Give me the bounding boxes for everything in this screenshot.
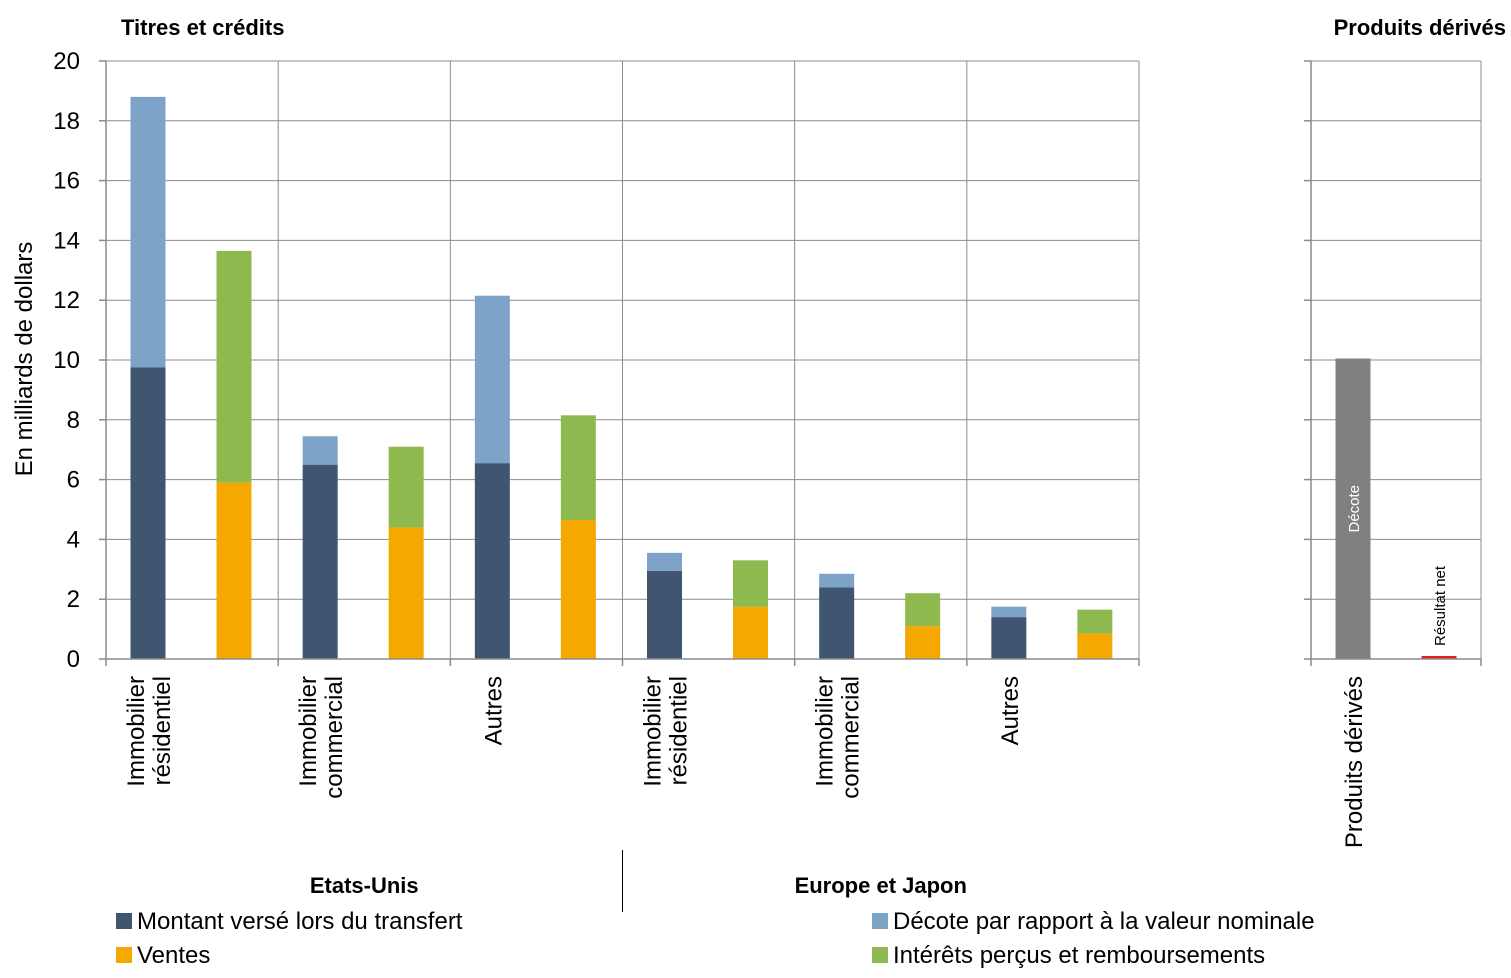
- bar-int-r-ts-per-us-et-remboursements: [1077, 609, 1113, 634]
- legend-swatch: [872, 913, 888, 929]
- legend: Montant versé lors du transfert Décote pa…: [116, 908, 1315, 969]
- bar-d-cote-par-rapport-la-valeur-nominale: [647, 552, 682, 571]
- category-label: commercial: [321, 676, 348, 799]
- y-tick-label: 10: [53, 347, 80, 374]
- category-label: résidentiel: [149, 676, 176, 785]
- legend-swatch: [872, 947, 888, 963]
- legend-label: Montant versé lors du transfert: [137, 908, 463, 935]
- bar-montant-vers-lors-du-transfert: [474, 463, 510, 659]
- derivatives-axes: [1304, 60, 1482, 666]
- category-label: Immobilier: [123, 676, 150, 787]
- bar-int-r-ts-per-us-et-remboursements: [905, 593, 941, 627]
- main-chart-title: Titres et crédits: [121, 15, 284, 40]
- category-labels: Immobilier résidentiel Immobilier commercia…: [123, 676, 1368, 848]
- y-tick-label: 18: [53, 108, 80, 135]
- y-tick-label: 8: [67, 407, 80, 434]
- bar-montant-vers-lors-du-transfert: [819, 587, 855, 659]
- legend-label: Ventes: [137, 942, 210, 969]
- category-label: résidentiel: [666, 676, 693, 785]
- bar-int-r-ts-per-us-et-remboursements: [216, 250, 252, 483]
- y-tick-label: 12: [53, 287, 80, 314]
- bar-ventes: [216, 482, 252, 659]
- bar-d-cote-par-rapport-la-valeur-nominale: [991, 606, 1027, 618]
- group-label: Etats-Unis: [310, 873, 419, 898]
- category-label: Autres: [480, 676, 507, 745]
- legend-label: Intérêts perçus et remboursements: [893, 942, 1265, 969]
- bar-montant-vers-lors-du-transfert: [302, 464, 338, 659]
- derivatives-bar-d-cote: [1335, 358, 1371, 659]
- bar-ventes: [733, 606, 768, 659]
- group-label: Europe et Japon: [795, 873, 967, 898]
- y-tick-label: 20: [53, 48, 80, 75]
- derivatives-category-label: Produits dérivés: [1341, 676, 1368, 848]
- derivatives-segment-label: Résultat net: [1432, 565, 1449, 646]
- derivatives-segment-label: Décote: [1346, 485, 1363, 533]
- y-tick-label: 6: [67, 467, 80, 494]
- category-label: Immobilier: [295, 676, 322, 787]
- bar-ventes: [1077, 633, 1113, 659]
- bar-d-cote-par-rapport-la-valeur-nominale: [302, 436, 338, 465]
- group-labels: Etats-Unis Europe et Japon: [310, 850, 967, 912]
- bar-montant-vers-lors-du-transfert: [647, 570, 682, 659]
- category-label: Autres: [997, 676, 1024, 745]
- category-label: Immobilier: [812, 676, 839, 787]
- main-gridlines: [106, 60, 1140, 659]
- bar-d-cote-par-rapport-la-valeur-nominale: [474, 295, 510, 464]
- y-tick-label: 2: [67, 586, 80, 613]
- main-axes: [99, 60, 1140, 666]
- bar-int-r-ts-per-us-et-remboursements: [388, 446, 424, 528]
- bar-d-cote-par-rapport-la-valeur-nominale: [130, 96, 166, 368]
- derivatives-bars: Engagements conditionnelsDécoteRésultat …: [1335, 358, 1457, 659]
- category-label: commercial: [838, 676, 865, 799]
- y-axis-label: En milliards de dollars: [11, 242, 38, 477]
- bar-int-r-ts-per-us-et-remboursements: [733, 560, 768, 607]
- legend-label: Décote par rapport à la valeur nominale: [893, 908, 1315, 935]
- bar-ventes: [560, 519, 596, 659]
- bar-d-cote-par-rapport-la-valeur-nominale: [819, 573, 855, 588]
- category-label: Immobilier: [640, 676, 667, 787]
- bar-int-r-ts-per-us-et-remboursements: [560, 415, 596, 520]
- legend-swatch: [116, 913, 132, 929]
- y-tick-labels: 0 2 4 6 8 10 12 14 16 18 20: [53, 48, 80, 673]
- y-tick-label: 4: [67, 526, 80, 553]
- bar-montant-vers-lors-du-transfert: [130, 367, 166, 659]
- y-tick-label: 0: [67, 646, 80, 673]
- derivatives-bar-r-sultat-net: [1421, 656, 1457, 659]
- derivatives-chart-title: Produits dérivés: [1334, 15, 1506, 40]
- legend-swatch: [116, 947, 132, 963]
- y-tick-label: 16: [53, 168, 80, 195]
- y-tick-label: 14: [53, 227, 80, 254]
- bar-ventes: [388, 527, 424, 659]
- bar-montant-vers-lors-du-transfert: [991, 617, 1027, 659]
- main-bars: [130, 96, 1113, 659]
- bar-ventes: [905, 626, 941, 659]
